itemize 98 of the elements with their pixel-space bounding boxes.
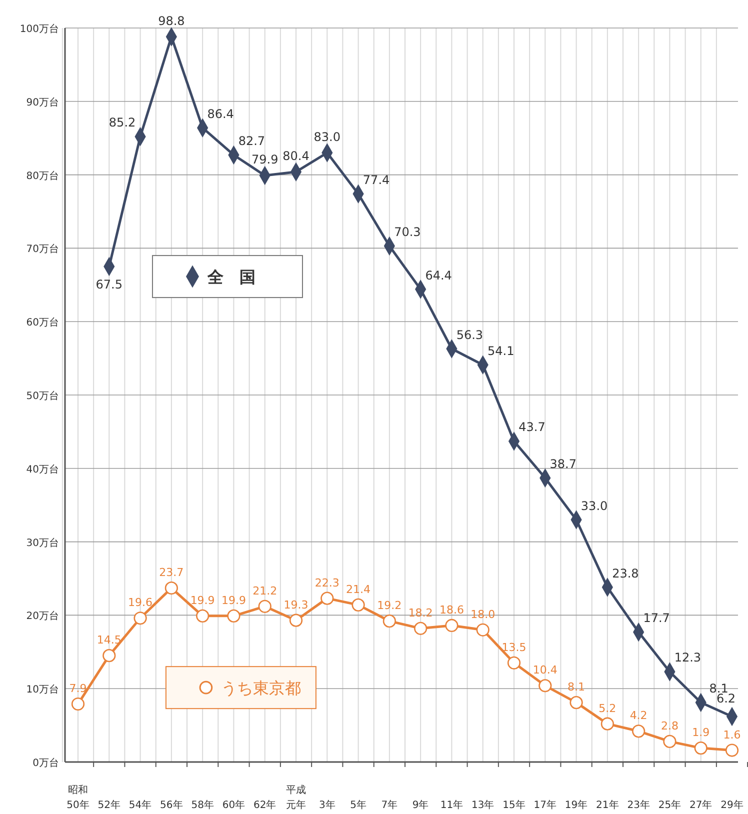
point	[258, 600, 272, 613]
x-tick-label: 21年	[596, 799, 619, 811]
x-tick-label: 60年	[222, 799, 246, 811]
data-label: 19.2	[377, 599, 402, 612]
y-tick-label: 80万台	[26, 170, 59, 182]
data-label: 79.9	[252, 152, 278, 167]
data-label: 67.5	[96, 278, 122, 292]
point	[632, 724, 646, 738]
data-label: 18.0	[470, 608, 496, 621]
x-tick-label: 11年	[440, 799, 464, 811]
x-tick-label: 9年	[412, 799, 429, 811]
x-tick-label: 56年	[160, 799, 183, 811]
point	[227, 609, 240, 622]
x-tick-label: 52年	[98, 799, 121, 811]
point	[600, 717, 614, 730]
x-tick-label: 昭和50年	[66, 784, 90, 811]
data-label: 82.7	[238, 134, 266, 148]
point	[382, 614, 396, 628]
x-tick-label: 7年	[381, 799, 398, 811]
y-tick-label: 70万台	[26, 243, 59, 256]
data-label: 64.4	[425, 268, 452, 282]
y-tick-label: 90万台	[26, 96, 59, 108]
point	[694, 742, 708, 755]
data-label: 85.2	[108, 116, 136, 130]
y-tick-label: 100万台	[20, 23, 59, 35]
x-tick-label: 27年	[689, 799, 712, 811]
data-label: 80.4	[282, 148, 310, 163]
data-label: 33.0	[580, 498, 608, 513]
data-label: 17.7	[643, 611, 670, 626]
point	[725, 744, 739, 757]
data-label: 77.4	[362, 172, 390, 187]
y-tick-label: 50万台	[26, 390, 59, 402]
data-label: 1.6	[723, 728, 741, 742]
point	[507, 656, 521, 670]
data-label: 1.9	[692, 726, 710, 740]
point	[476, 623, 490, 636]
x-tick-label: 19年	[564, 799, 588, 811]
legend-label: 全 国	[206, 268, 256, 287]
data-label: 8.1	[568, 680, 586, 694]
legend-label: うち東京都	[220, 678, 301, 698]
point	[445, 618, 458, 632]
x-tick-label: 54年	[128, 799, 152, 811]
point	[102, 649, 116, 662]
data-label: 86.4	[207, 106, 234, 121]
data-label: 43.7	[518, 420, 546, 434]
data-label: 22.3	[314, 576, 340, 590]
data-label: 19.9	[221, 594, 246, 607]
x-tick-label: 25年	[658, 799, 682, 811]
x-tick-label: 15年	[502, 799, 526, 811]
data-label: 4.2	[630, 709, 648, 722]
data-label: 5.2	[598, 702, 616, 715]
point	[538, 679, 552, 692]
point	[289, 614, 303, 627]
y-tick-label: 40万台	[26, 463, 59, 476]
data-label: 12.3	[674, 650, 702, 665]
data-label: 23.7	[159, 566, 184, 580]
point	[134, 612, 147, 625]
point	[663, 734, 676, 748]
y-tick-label: 10万台	[26, 684, 59, 696]
data-label: 83.0	[314, 130, 340, 144]
point	[352, 598, 365, 612]
data-label: 54.1	[488, 344, 514, 358]
point	[164, 581, 178, 595]
data-label: 13.5	[502, 640, 526, 654]
x-tick-label: 13年	[471, 799, 494, 811]
data-label: 70.3	[394, 225, 421, 239]
x-tick-label: 23年	[627, 799, 650, 811]
data-label: 56.3	[456, 328, 484, 342]
x-tick-label: 17年	[534, 799, 557, 811]
x-tick-label: 平成元年	[286, 784, 306, 811]
y-tick-label: 30万台	[26, 536, 59, 549]
data-label: 21.4	[346, 582, 371, 596]
data-label: 19.3	[284, 598, 308, 612]
x-tick-label: 62年	[253, 799, 276, 811]
y-tick-label: 0万台	[32, 757, 59, 769]
data-label: 7.9	[69, 682, 87, 696]
point	[320, 592, 334, 605]
y-tick-label: 60万台	[26, 316, 59, 329]
y-tick-label: 20万台	[26, 610, 59, 622]
data-label: 38.7	[550, 456, 576, 471]
data-label: 18.2	[408, 606, 433, 620]
data-label: 10.4	[532, 664, 558, 677]
data-label: 19.6	[128, 596, 153, 610]
data-label: 23.8	[612, 566, 639, 580]
x-tick-label: 29年	[720, 799, 744, 811]
point	[196, 609, 210, 622]
x-tick-label: 5年	[350, 799, 366, 811]
data-label: 19.9	[190, 594, 215, 607]
x-tick-label: 58年	[191, 799, 214, 811]
data-label: 21.2	[252, 584, 278, 598]
data-label: 98.8	[158, 14, 185, 28]
data-label: 6.2	[716, 691, 736, 706]
point	[71, 697, 85, 711]
x-tick-label: 3年	[318, 799, 336, 811]
point	[414, 622, 428, 635]
point	[570, 696, 583, 710]
data-label: 2.8	[660, 719, 678, 732]
data-label: 18.6	[439, 603, 464, 616]
